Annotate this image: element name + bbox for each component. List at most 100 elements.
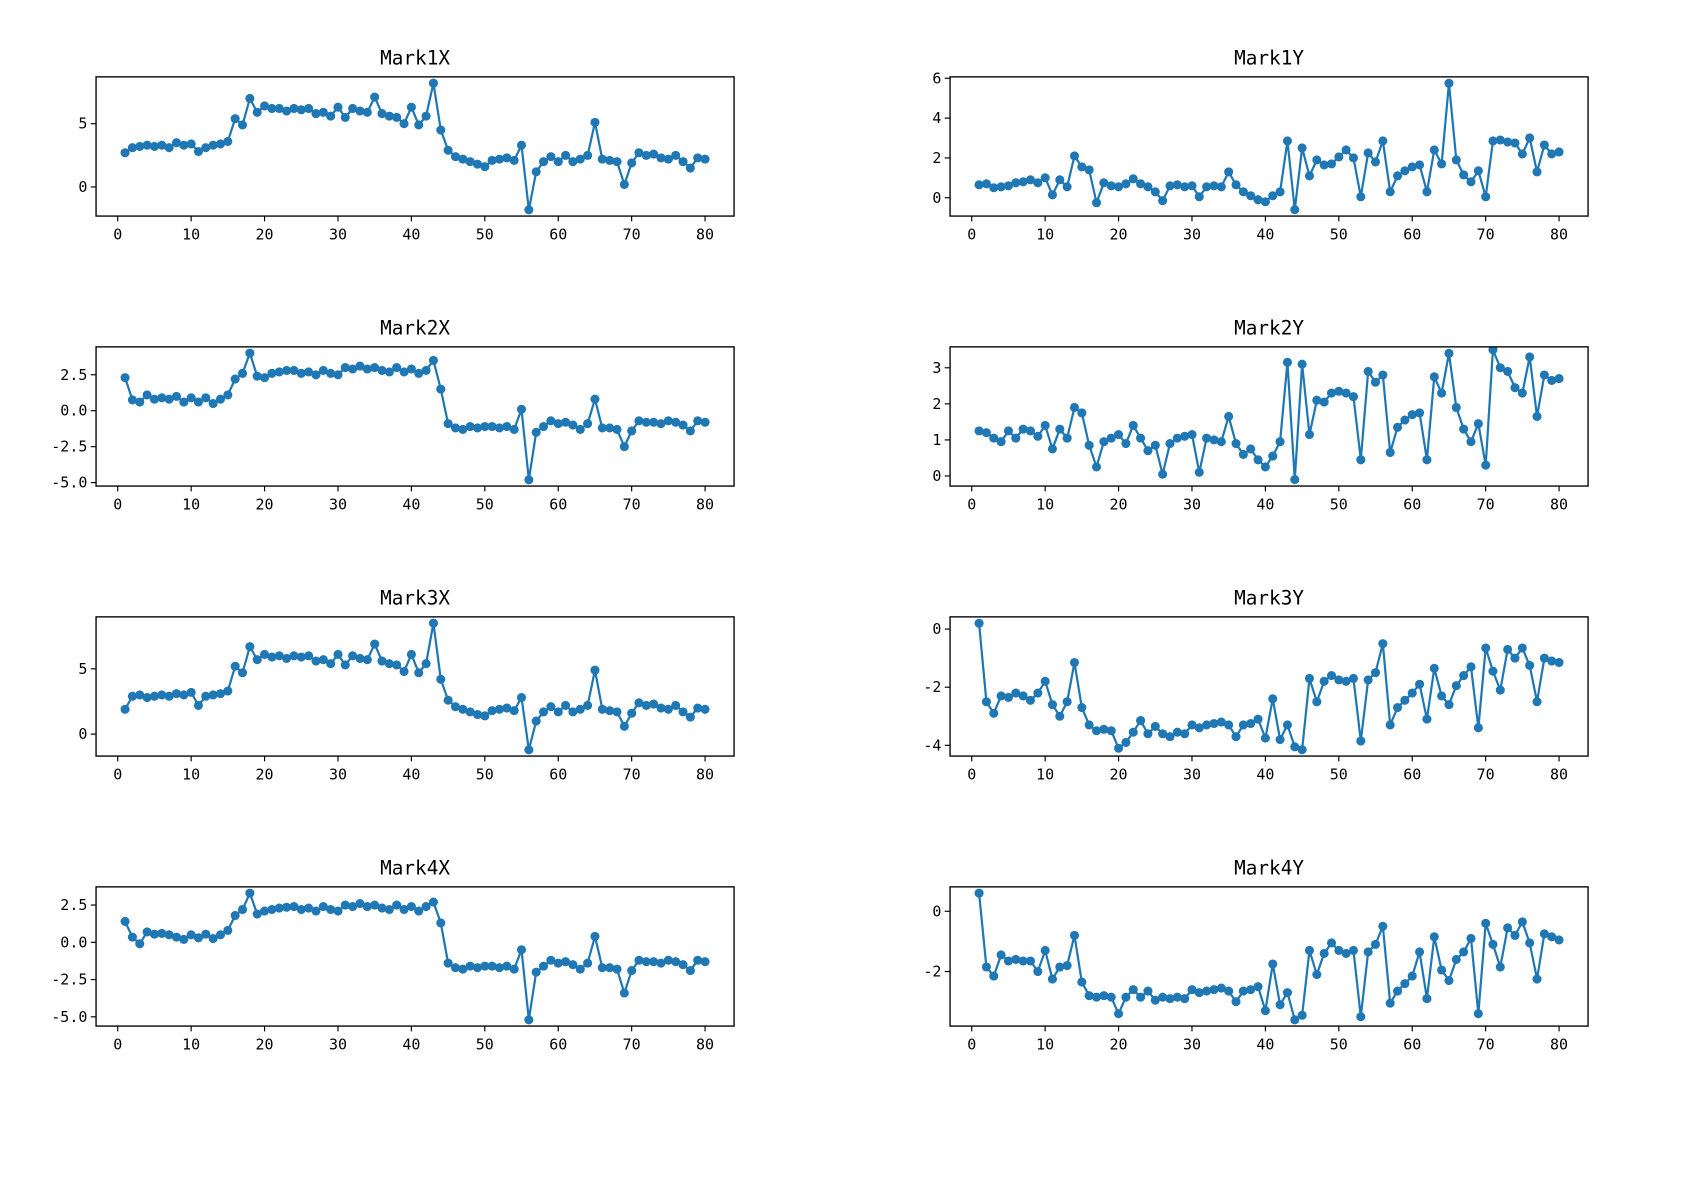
svg-text:0: 0 xyxy=(967,765,976,783)
svg-text:70: 70 xyxy=(1477,225,1495,243)
svg-text:0: 0 xyxy=(78,725,87,743)
svg-text:0: 0 xyxy=(113,225,122,243)
svg-text:60: 60 xyxy=(1403,765,1421,783)
chart-title: Mark4Y xyxy=(1234,856,1304,879)
svg-text:40: 40 xyxy=(1256,765,1274,783)
svg-text:40: 40 xyxy=(402,765,420,783)
chart-title: Mark1Y xyxy=(1234,46,1304,69)
svg-text:70: 70 xyxy=(1477,495,1495,513)
svg-text:70: 70 xyxy=(623,765,641,783)
svg-text:10: 10 xyxy=(1036,495,1054,513)
chart-title: Mark3X xyxy=(380,586,450,609)
mark2y-chart: Mark2Y 0 10 20 30 40 50 60 70 80 0 1 2 3 xyxy=(932,316,1589,513)
mark1y-chart: Mark1Y 0 10 20 30 40 50 60 70 80 0 2 4 6 xyxy=(932,46,1589,243)
mark3y-chart: Mark3Y 0 10 20 30 40 50 60 70 80 -4 -2 0 xyxy=(923,586,1589,783)
subplot-mark2y: Mark2Y 0 10 20 30 40 50 60 70 80 0 1 2 3 xyxy=(854,284,1708,554)
plot-area: 0 10 20 30 40 50 60 70 80 -4 -2 0 xyxy=(923,616,1589,783)
svg-text:5: 5 xyxy=(78,115,87,133)
mark4y-chart: Mark4Y 0 10 20 30 40 50 60 70 80 -2 0 xyxy=(923,856,1589,1053)
svg-text:80: 80 xyxy=(696,225,714,243)
subplot-mark1x: Mark1X 0 10 20 30 40 50 60 70 80 0 5 xyxy=(0,14,854,284)
svg-text:80: 80 xyxy=(696,765,714,783)
svg-text:0: 0 xyxy=(932,467,941,485)
mark4x-chart: Mark4X 0 10 20 30 40 50 60 70 80 -5.0 -2.5 0.0 2.5 xyxy=(51,856,735,1053)
svg-text:10: 10 xyxy=(182,1035,200,1053)
svg-text:4: 4 xyxy=(932,109,941,127)
svg-text:-5.0: -5.0 xyxy=(51,474,87,492)
svg-text:70: 70 xyxy=(1477,1035,1495,1053)
svg-text:30: 30 xyxy=(1183,225,1201,243)
svg-text:2: 2 xyxy=(932,149,941,167)
svg-text:40: 40 xyxy=(402,1035,420,1053)
subplot-mark3y: Mark3Y 0 10 20 30 40 50 60 70 80 -4 -2 0 xyxy=(854,554,1708,824)
svg-text:80: 80 xyxy=(1550,1035,1568,1053)
svg-text:-2: -2 xyxy=(923,678,941,696)
mark3x-chart: Mark3X 0 10 20 30 40 50 60 70 80 0 5 xyxy=(78,586,735,783)
svg-text:3: 3 xyxy=(932,359,941,377)
svg-text:40: 40 xyxy=(1256,225,1274,243)
svg-text:10: 10 xyxy=(1036,1035,1054,1053)
chart-title: Mark2Y xyxy=(1234,316,1304,339)
svg-text:5: 5 xyxy=(78,660,87,678)
chart-title: Mark3Y xyxy=(1234,586,1304,609)
svg-text:6: 6 xyxy=(932,69,941,87)
svg-text:-2.5: -2.5 xyxy=(51,971,87,989)
svg-text:0: 0 xyxy=(113,495,122,513)
plot-area: 0 10 20 30 40 50 60 70 80 0 5 xyxy=(78,616,735,783)
svg-text:0: 0 xyxy=(967,495,976,513)
svg-text:30: 30 xyxy=(329,1035,347,1053)
svg-text:20: 20 xyxy=(256,1035,274,1053)
svg-text:10: 10 xyxy=(1036,765,1054,783)
svg-text:0.0: 0.0 xyxy=(60,933,87,951)
plot-area: 0 10 20 30 40 50 60 70 80 -5.0 -2.5 0.0 2.5 xyxy=(51,886,735,1053)
svg-text:0: 0 xyxy=(78,178,87,196)
svg-text:60: 60 xyxy=(549,765,567,783)
svg-text:30: 30 xyxy=(1183,1035,1201,1053)
svg-text:70: 70 xyxy=(623,1035,641,1053)
subplot-mark2x: Mark2X 0 10 20 30 40 50 60 70 80 -5.0 -2.5 0.0 2.5 xyxy=(0,284,854,554)
svg-text:0: 0 xyxy=(967,225,976,243)
svg-text:0.0: 0.0 xyxy=(60,402,87,420)
svg-text:60: 60 xyxy=(1403,1035,1421,1053)
mark2x-chart: Mark2X 0 10 20 30 40 50 60 70 80 -5.0 -2.5 0.0 2.5 xyxy=(51,316,735,513)
svg-text:80: 80 xyxy=(1550,765,1568,783)
svg-text:50: 50 xyxy=(476,495,494,513)
svg-text:50: 50 xyxy=(1330,495,1348,513)
svg-text:20: 20 xyxy=(1110,225,1128,243)
plot-area: 0 10 20 30 40 50 60 70 80 0 5 xyxy=(78,76,735,243)
svg-text:80: 80 xyxy=(696,495,714,513)
svg-text:60: 60 xyxy=(549,1035,567,1053)
svg-text:70: 70 xyxy=(623,225,641,243)
svg-text:60: 60 xyxy=(1403,495,1421,513)
svg-text:30: 30 xyxy=(329,765,347,783)
svg-text:10: 10 xyxy=(1036,225,1054,243)
svg-text:10: 10 xyxy=(182,765,200,783)
subplot-mark3x: Mark3X 0 10 20 30 40 50 60 70 80 0 5 xyxy=(0,554,854,824)
svg-text:30: 30 xyxy=(1183,495,1201,513)
svg-text:80: 80 xyxy=(1550,225,1568,243)
svg-text:0: 0 xyxy=(932,189,941,207)
svg-text:40: 40 xyxy=(1256,1035,1274,1053)
svg-text:20: 20 xyxy=(1110,765,1128,783)
svg-text:1: 1 xyxy=(932,431,941,449)
svg-text:50: 50 xyxy=(1330,225,1348,243)
svg-text:20: 20 xyxy=(1110,1035,1128,1053)
svg-text:0: 0 xyxy=(967,1035,976,1053)
svg-text:10: 10 xyxy=(182,495,200,513)
svg-text:70: 70 xyxy=(623,495,641,513)
chart-title: Mark2X xyxy=(380,316,450,339)
svg-text:80: 80 xyxy=(696,1035,714,1053)
mark1x-chart: Mark1X 0 10 20 30 40 50 60 70 80 0 5 xyxy=(78,46,735,243)
svg-text:60: 60 xyxy=(1403,225,1421,243)
svg-text:30: 30 xyxy=(329,495,347,513)
subplot-mark4y: Mark4Y 0 10 20 30 40 50 60 70 80 -2 0 xyxy=(854,824,1708,1094)
svg-text:80: 80 xyxy=(1550,495,1568,513)
svg-text:20: 20 xyxy=(256,765,274,783)
svg-text:60: 60 xyxy=(549,495,567,513)
svg-text:40: 40 xyxy=(402,495,420,513)
svg-text:2.5: 2.5 xyxy=(60,366,87,384)
svg-text:50: 50 xyxy=(1330,1035,1348,1053)
svg-text:0: 0 xyxy=(113,765,122,783)
svg-text:70: 70 xyxy=(1477,765,1495,783)
